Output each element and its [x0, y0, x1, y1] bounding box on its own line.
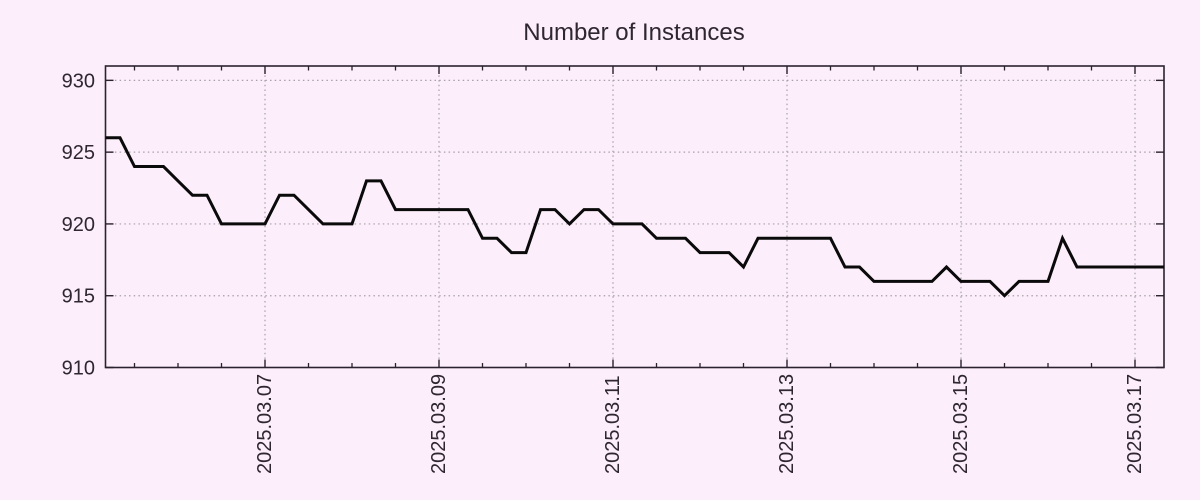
- x-axis-tick-label: 2025.03.17: [1124, 374, 1146, 474]
- chart-title: Number of Instances: [523, 19, 744, 46]
- gridlines-group: [105, 66, 1164, 368]
- x-axis-tick-label: 2025.03.09: [428, 374, 450, 474]
- instances-line: [105, 136, 1164, 298]
- y-axis-tick-label: 930: [62, 70, 95, 92]
- data-series-group: [105, 136, 1164, 298]
- x-axis-tick-label: 2025.03.11: [602, 375, 624, 474]
- axis-labels-group: 910 915 920 925 930 2025.03.07 2025.03.09 2025.…: [62, 70, 1146, 474]
- axis-ticks-group: [105, 66, 1164, 369]
- y-axis-tick-label: 915: [62, 286, 95, 308]
- x-axis-tick-label: 2025.03.13: [776, 374, 798, 474]
- y-axis-tick-label: 910: [62, 358, 95, 380]
- y-axis-tick-label: 925: [62, 142, 95, 164]
- plot-border: [104, 65, 1165, 369]
- x-axis-tick-label: 2025.03.07: [254, 374, 276, 474]
- y-axis-tick-label: 920: [62, 214, 95, 236]
- x-axis-tick-label: 2025.03.15: [950, 374, 972, 474]
